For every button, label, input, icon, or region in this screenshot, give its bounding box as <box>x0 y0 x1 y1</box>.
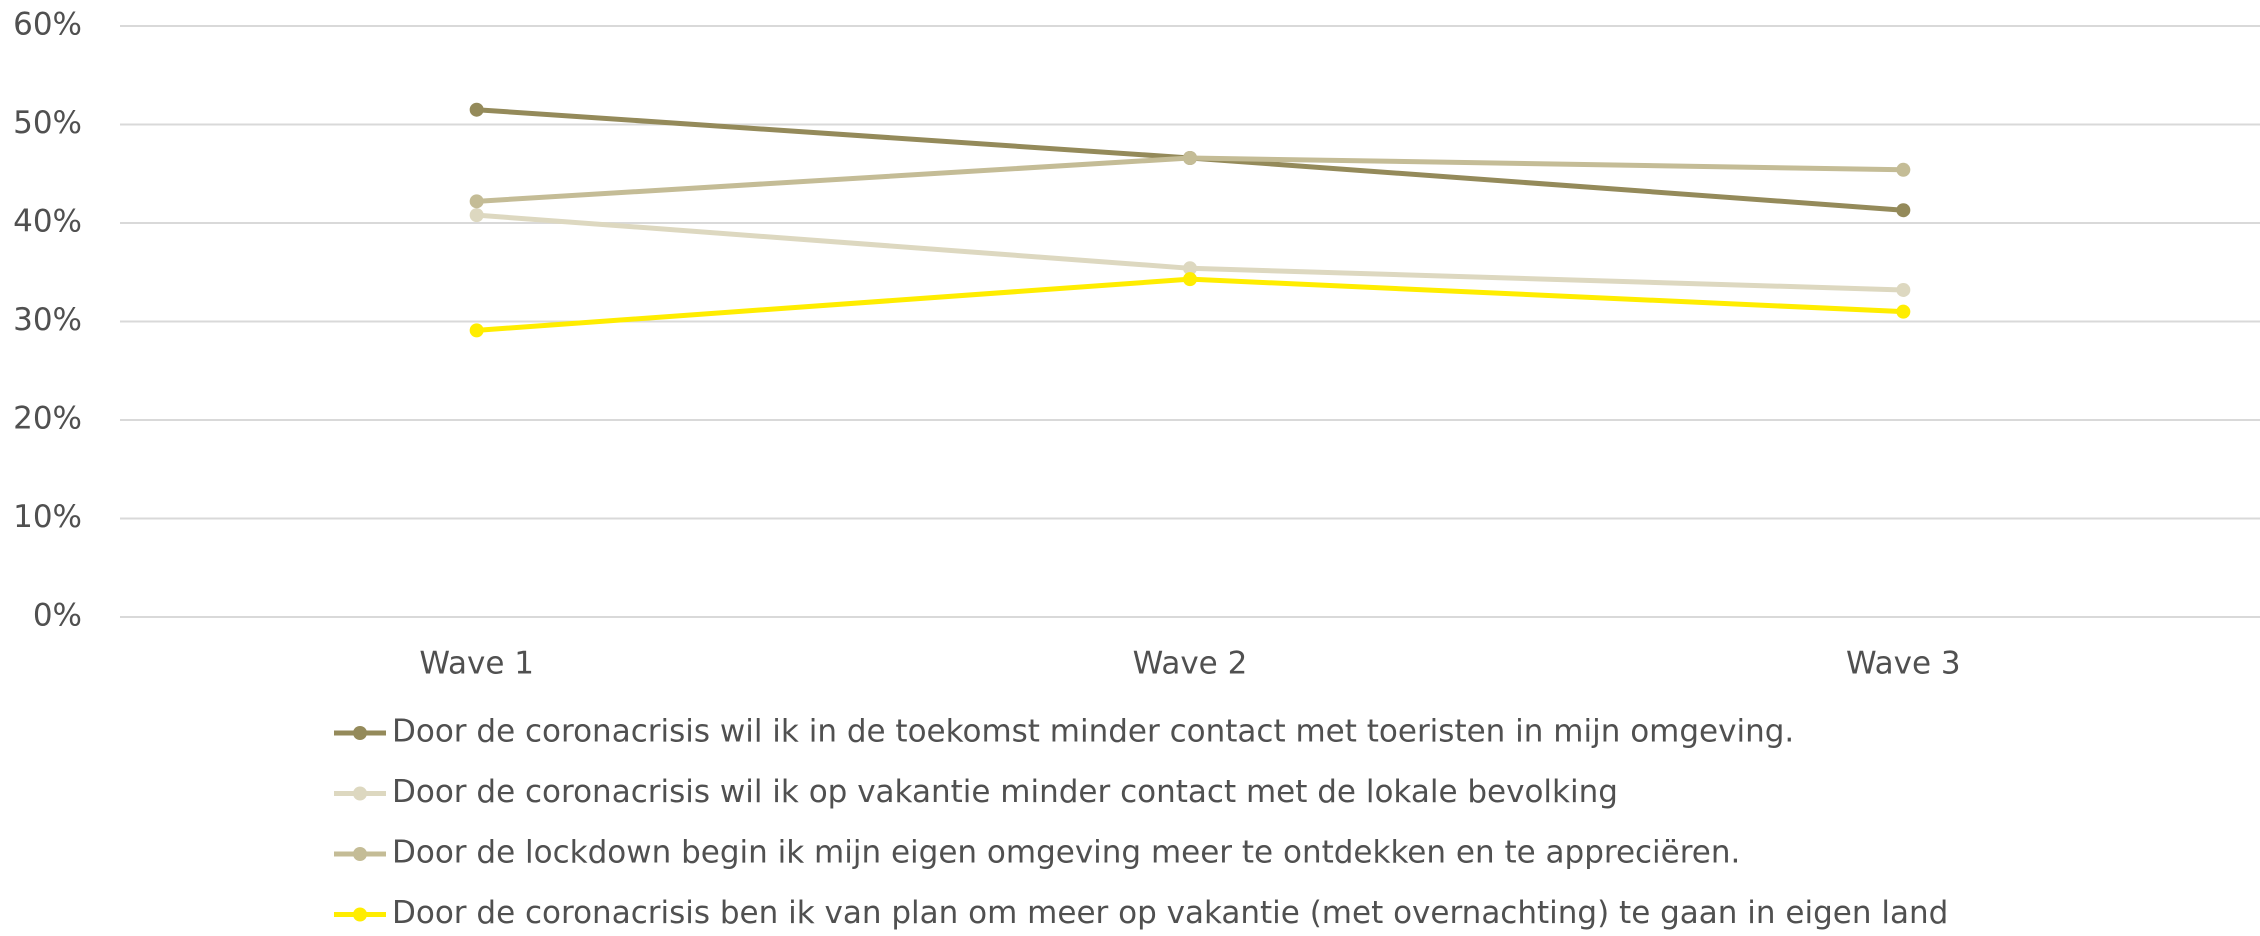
legend-label: Door de lockdown begin ik mijn eigen omg… <box>392 835 1740 871</box>
x-tick-label: Wave 1 <box>419 646 534 682</box>
y-tick-label: 30% <box>13 302 82 338</box>
point <box>469 208 484 223</box>
point <box>1896 282 1911 297</box>
series-line <box>476 276 1904 333</box>
x-tick-label: Wave 2 <box>1133 646 1248 682</box>
legend-marker <box>353 786 367 801</box>
legend-marker <box>353 726 367 740</box>
y-tick-label: 50% <box>13 105 82 141</box>
point <box>1183 150 1197 165</box>
legend-label: Door de coronacrisis wil ik op vakantie … <box>392 774 1618 810</box>
point <box>1183 272 1197 287</box>
y-tick-label: 0% <box>33 598 82 634</box>
legend-label: Door de coronacrisis wil ik in de toekom… <box>392 714 1794 750</box>
point <box>469 323 484 338</box>
point <box>1183 261 1197 276</box>
y-tick-label: 20% <box>13 401 82 437</box>
point <box>469 102 484 117</box>
point <box>1896 304 1911 319</box>
x-tick-label: Wave 3 <box>1846 646 1961 682</box>
point <box>469 194 484 209</box>
legend-marker <box>353 847 367 861</box>
y-tick-label: 40% <box>13 204 82 240</box>
legend-marker <box>353 907 367 922</box>
legend-label: Door de coronacrisis ben ik van plan om … <box>392 895 1948 931</box>
point <box>1896 203 1911 218</box>
y-tick-label: 10% <box>13 499 82 535</box>
point <box>1896 162 1911 177</box>
y-tick-label: 60% <box>13 7 82 43</box>
